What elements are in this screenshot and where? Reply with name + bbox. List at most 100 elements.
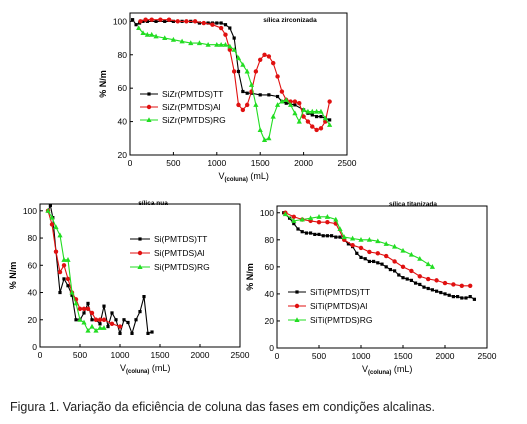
data-point [53, 224, 59, 230]
data-point [418, 282, 422, 287]
data-point [325, 220, 330, 225]
data-point [305, 108, 311, 114]
data-point [300, 230, 304, 234]
data-point [472, 297, 476, 301]
data-point [321, 234, 325, 238]
x-axis-label: V(coluna) (mL) [362, 364, 412, 376]
x-tick-label: 0 [128, 158, 133, 168]
data-point [241, 89, 245, 94]
data-point [372, 259, 376, 264]
data-point [77, 316, 83, 322]
data-point [468, 283, 473, 288]
data-point [435, 289, 439, 293]
data-point [305, 119, 311, 124]
x-tick-label: 1500 [394, 351, 413, 361]
data-point [325, 234, 329, 238]
data-point [434, 278, 439, 283]
data-point [90, 318, 94, 322]
data-point [301, 107, 307, 112]
data-point [299, 216, 305, 222]
legend-marker [147, 92, 151, 96]
data-point [236, 102, 241, 108]
data-point [227, 43, 233, 49]
data-point [283, 97, 289, 102]
data-point [86, 301, 90, 306]
data-point [57, 269, 63, 275]
data-point [350, 235, 356, 241]
data-point [149, 31, 155, 37]
data-point [138, 19, 143, 24]
data-point [144, 31, 150, 37]
legend-label: SiTi(PMTDS)TT [310, 287, 370, 297]
x-tick-label: 1500 [151, 350, 170, 360]
data-point [126, 320, 130, 325]
data-point [85, 306, 91, 312]
x-tick-label: 1000 [207, 158, 226, 168]
data-point [101, 325, 107, 330]
legend-label: Si(PMTDS)TT [154, 234, 207, 244]
data-point [401, 276, 405, 280]
data-point [253, 69, 259, 74]
data-point [134, 318, 138, 322]
data-point [175, 19, 180, 24]
data-point [117, 324, 123, 329]
data-point [179, 38, 185, 44]
data-point [188, 40, 194, 46]
data-point [409, 278, 413, 282]
data-point [134, 23, 138, 27]
data-point [266, 135, 272, 141]
plot-frame [39, 203, 241, 348]
data-point [218, 41, 224, 47]
data-point [77, 306, 83, 312]
data-point [65, 276, 71, 282]
legend-label: Si(PMTDS)Al [154, 248, 205, 258]
data-point [184, 19, 189, 24]
data-point [327, 122, 333, 127]
data-point [89, 310, 95, 316]
data-point [215, 21, 219, 25]
data-point [205, 41, 211, 47]
data-point [146, 331, 150, 335]
data-point [324, 214, 330, 219]
series-square [282, 211, 476, 301]
data-point [166, 17, 172, 22]
data-point [93, 317, 99, 322]
y-tick-label: 20 [28, 315, 38, 325]
data-point [350, 243, 355, 248]
x-tick-label: 2000 [294, 158, 313, 168]
y-tick-label: 40 [28, 288, 38, 298]
data-point [319, 114, 323, 119]
data-point [375, 238, 381, 244]
data-point [74, 318, 78, 322]
data-point [304, 231, 308, 235]
data-point [150, 330, 154, 334]
data-point [447, 293, 451, 297]
data-point [358, 237, 364, 242]
data-point [338, 235, 342, 239]
data-point [257, 127, 263, 132]
data-point [97, 317, 103, 322]
data-point [296, 118, 302, 124]
data-point [62, 277, 66, 281]
data-point [163, 19, 167, 23]
data-point [317, 232, 321, 236]
data-point [240, 61, 246, 67]
data-point [206, 21, 210, 25]
data-point [425, 261, 431, 267]
data-point [291, 218, 297, 223]
chart-1: 0 500 1000 1500 2000 2500 20 40 60 80 100 % N/m V(co… [98, 12, 357, 183]
series-line [140, 19, 331, 131]
data-point [313, 232, 317, 236]
data-point [170, 36, 176, 42]
data-point [392, 243, 398, 249]
data-point [130, 331, 134, 335]
data-point [274, 102, 281, 107]
y-tick-label: 0 [269, 343, 274, 353]
data-point [426, 286, 430, 291]
data-point [292, 221, 296, 226]
data-point [248, 82, 255, 87]
series-triangle [282, 211, 435, 269]
data-point [293, 103, 297, 107]
data-point [53, 249, 59, 254]
data-point [240, 107, 246, 113]
